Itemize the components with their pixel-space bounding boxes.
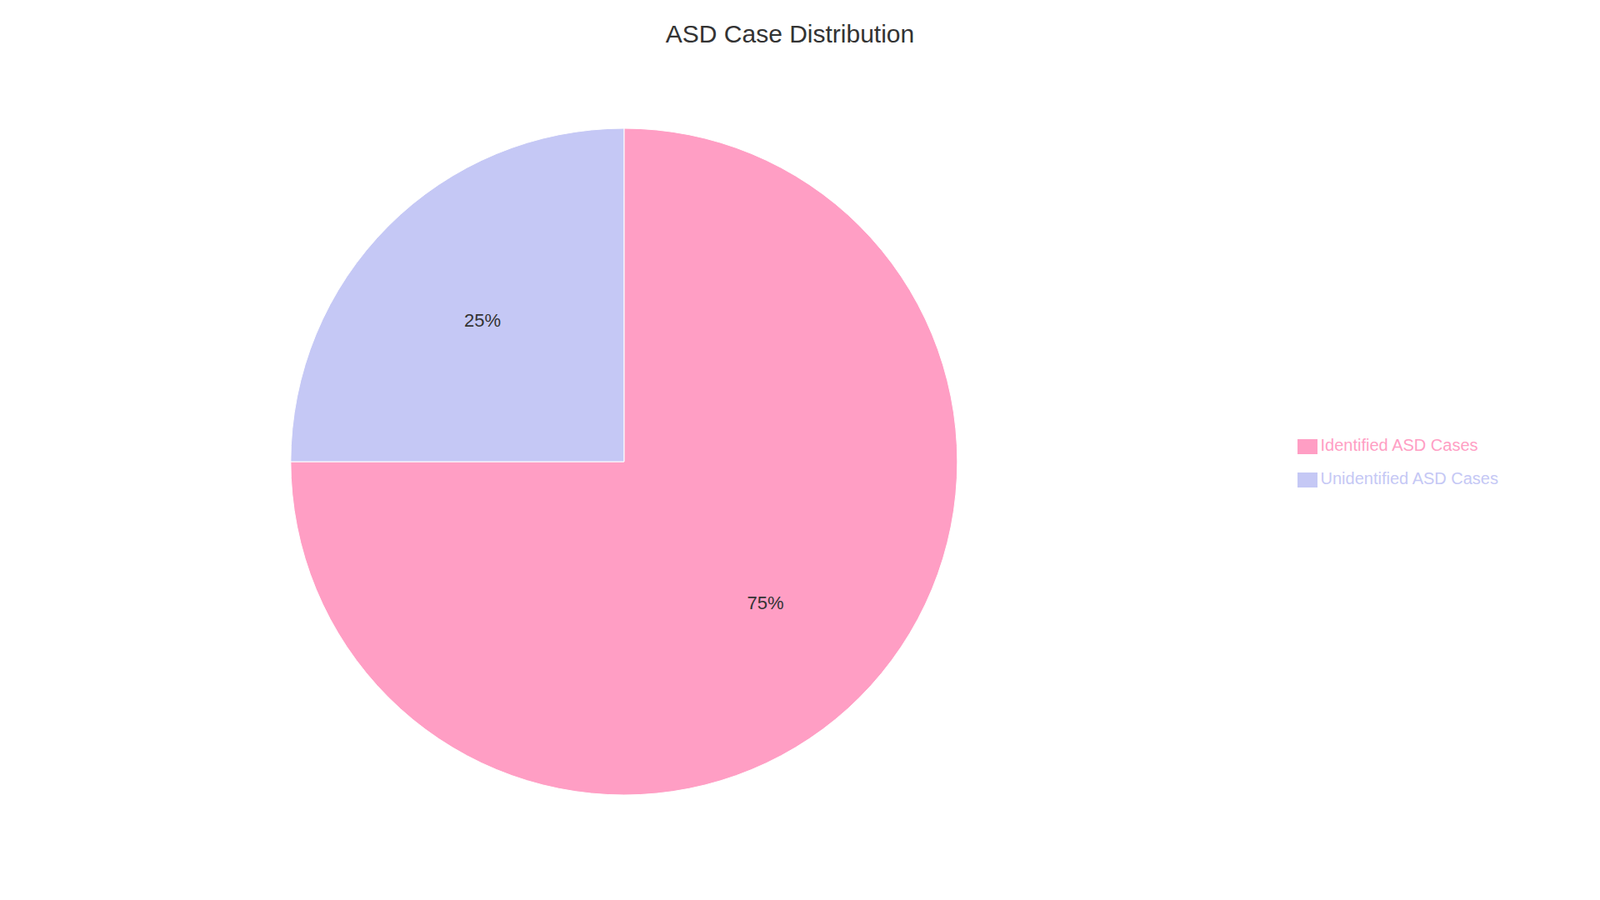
html-text:ASD Case Distribution: ASD Case Distribution	[665, 20, 915, 48]
svg-text:75%: 75%	[747, 592, 785, 614]
html-text:Unidentified ASD Cases: Unidentified ASD Cases	[1320, 469, 1499, 488]
svg-text:25%: 25%	[464, 310, 501, 331]
html-text:Identified ASD Cases: Identified ASD Cases	[1320, 435, 1478, 455]
